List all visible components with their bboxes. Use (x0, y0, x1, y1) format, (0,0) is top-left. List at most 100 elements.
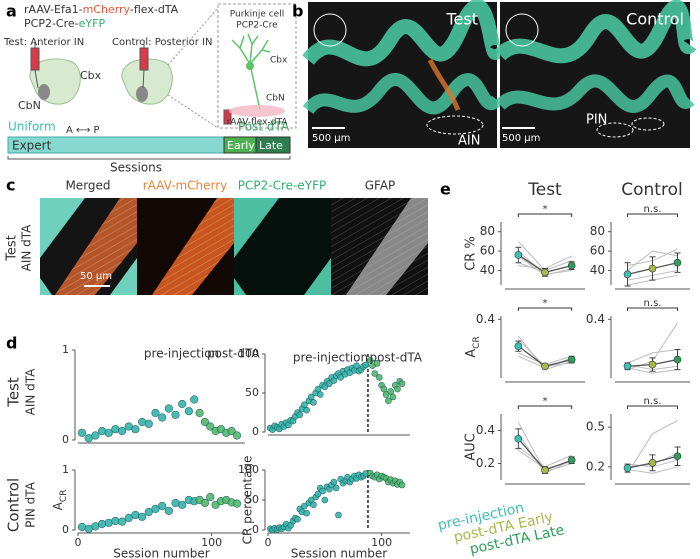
control-label: Control: Posterior IN (112, 37, 213, 48)
control-label: Control (626, 10, 684, 29)
construct-part: -flex-dTA (130, 3, 179, 16)
point (232, 431, 242, 440)
row-label: PIN dTA (24, 481, 38, 528)
scale-label: 500 μm (312, 133, 350, 144)
row-label: Control (5, 478, 23, 532)
soma (246, 62, 254, 70)
point (398, 481, 406, 489)
pin-outline (596, 122, 634, 138)
column-title: Test (527, 180, 562, 200)
column-header: GFAP (365, 179, 396, 193)
axis-label: CR percentage (241, 456, 255, 545)
axis-label: ACR (51, 490, 69, 511)
point (362, 361, 369, 369)
y-tick-label: 40 (590, 263, 605, 277)
x-tick-label: 100 (201, 536, 222, 549)
needle (34, 69, 39, 89)
mean-point (514, 251, 523, 259)
point (77, 428, 87, 437)
column-header: Merged (65, 179, 110, 193)
mean-point (623, 464, 632, 472)
point (389, 393, 397, 401)
point (77, 522, 87, 532)
post-dta-label: Post dTA (238, 120, 290, 134)
panel-d: d Test AIN dTA Control PIN dTA (5, 334, 38, 533)
mean-point (541, 466, 549, 474)
brain-control (121, 7, 219, 129)
point (353, 362, 360, 370)
column-title: Control (621, 180, 682, 200)
y-tick-label: 0.5 (586, 420, 605, 434)
significance-bracket (517, 213, 573, 217)
point (158, 501, 167, 511)
image-mcherry (137, 198, 234, 295)
y-tick-label: 40 (480, 263, 495, 277)
target (229, 105, 285, 117)
mean-point (648, 459, 657, 467)
point (164, 506, 173, 515)
point (371, 370, 379, 377)
y-tick-label: 60 (480, 244, 495, 258)
folia (302, 0, 505, 67)
expert-label: Expert (12, 139, 52, 153)
test-label: Test (445, 10, 478, 29)
texture (331, 198, 428, 295)
panel-e: e Test Control (440, 180, 683, 201)
point (200, 417, 210, 427)
y-tick-label: 0 (62, 433, 69, 446)
point (326, 380, 333, 387)
image-merged: 50 μm (40, 198, 137, 295)
axis-label-sub: CR (472, 336, 482, 349)
point (227, 426, 236, 436)
axis-label: AUC (464, 433, 479, 461)
brain-icon (505, 13, 539, 47)
significance-bracket (517, 405, 573, 409)
bracket (7, 156, 291, 160)
point (310, 501, 317, 509)
point (337, 374, 345, 381)
mean-point (567, 261, 576, 270)
point (335, 511, 342, 519)
y-tick-label: 0.2 (586, 459, 605, 473)
x-axis-label: Session number (113, 547, 210, 559)
point (171, 498, 180, 508)
point (321, 496, 329, 504)
individual-line (627, 250, 678, 271)
significance: * (543, 298, 548, 309)
panel-label: a (6, 2, 17, 21)
individual-line (627, 349, 678, 364)
annotation: pre-injection (144, 347, 219, 361)
construct: rAAV-Efa1-mCherry-flex-dTA (24, 3, 179, 16)
panel-label: b (292, 2, 303, 21)
point (178, 500, 187, 509)
panel-label: d (6, 334, 17, 353)
point (316, 391, 324, 398)
point (373, 360, 381, 367)
point (232, 499, 242, 508)
axis-label: ACR (464, 336, 482, 357)
uniform-label: Uniform (8, 120, 56, 134)
y-tick-label: 50 (245, 493, 259, 506)
nucleus (38, 84, 50, 100)
column-header: PCP2-Cre-eYFP (238, 179, 326, 193)
significance-bracket (627, 405, 678, 409)
point (394, 385, 401, 393)
inset-box (217, 3, 297, 129)
panel-label: c (6, 176, 15, 195)
point (314, 385, 322, 393)
y-tick-label: 0.4 (476, 423, 495, 437)
row-label: Test (5, 377, 23, 408)
y-tick-label: 0.4 (476, 312, 495, 326)
y-tick-label: 100 (238, 463, 259, 476)
x-tick-label: 0 (75, 536, 82, 549)
point (184, 407, 193, 416)
mean-point (541, 362, 549, 371)
needle (142, 69, 145, 89)
mean-point (648, 264, 657, 273)
texture (55, 198, 137, 295)
point (332, 484, 340, 492)
point (382, 391, 390, 398)
inset-cbn: CbN (266, 94, 285, 104)
annotation: pre-injection (293, 351, 368, 365)
point (301, 502, 308, 510)
